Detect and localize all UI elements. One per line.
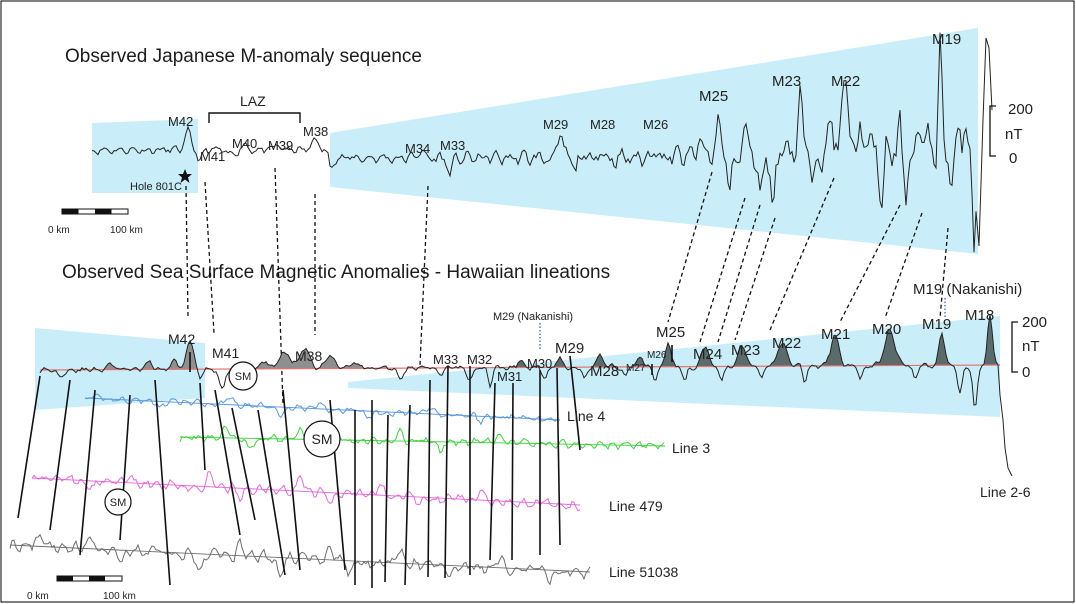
profile-line-label: Line 51038	[609, 564, 679, 580]
seamount-marker: SM	[105, 489, 131, 515]
correlation-line	[512, 383, 513, 560]
top-anomaly-label: M19	[932, 31, 961, 48]
bottom-anomaly-label: M19	[922, 316, 951, 333]
bottom-anomaly-label: M41	[212, 345, 239, 361]
bottom-anomaly-label: M24	[693, 346, 722, 363]
scale-bar-segment	[57, 576, 73, 581]
reference-label: M19 (Nakanishi)	[913, 281, 1022, 298]
amplitude-unit: nT	[1005, 126, 1023, 143]
bottom-anomaly-label: M22	[772, 335, 801, 352]
bottom-anomaly-label: M23	[731, 342, 760, 359]
amplitude-max: 200	[1022, 314, 1047, 331]
top-anomaly-label: M29	[543, 117, 568, 132]
scale-bar-segment	[62, 209, 79, 214]
bottom-anomaly-label: M32	[467, 352, 492, 367]
amplitude-unit: nT	[1022, 338, 1040, 355]
bottom-anomaly-label: M27	[626, 363, 646, 374]
scale-start-label: 0 km	[48, 225, 70, 236]
drill-site-label: Hole 801C	[130, 181, 182, 193]
top-anomaly-label: M38	[303, 124, 328, 139]
bottom-anomaly-label: M18	[965, 307, 994, 324]
bottom-anomaly-label: M20	[872, 321, 901, 338]
seamount-label: SM	[235, 371, 252, 383]
bottom-anomaly-label: M21	[821, 326, 850, 343]
seamount-label: SM	[312, 431, 333, 447]
bottom-panel-title: Observed Sea Surface Magnetic Anomalies …	[62, 262, 610, 283]
laz-label: LAZ	[240, 93, 266, 109]
scale-end-label: 100 km	[110, 225, 143, 236]
bottom-anomaly-label: M42	[168, 331, 195, 347]
bottom-anomaly-label: M26	[647, 350, 667, 361]
bottom-anomaly-label: M28	[590, 363, 619, 380]
top-anomaly-label: M39	[268, 138, 293, 153]
top-anomaly-label: M26	[643, 117, 668, 132]
top-anomaly-label: M34	[405, 141, 430, 156]
amplitude-max: 200	[1008, 101, 1033, 118]
scale-start-label: 0 km	[27, 591, 49, 602]
bottom-anomaly-label: M30	[527, 356, 552, 371]
amplitude-min: 0	[1009, 150, 1017, 167]
top-anomaly-label: M23	[772, 73, 801, 90]
top-anomaly-label: M33	[440, 138, 465, 153]
top-anomaly-label: M41	[200, 149, 225, 164]
scale-bar-segment	[95, 209, 112, 214]
bottom-anomaly-label: M29	[555, 340, 584, 357]
profile-line-label: Line 3	[672, 440, 710, 456]
top-anomaly-label: M25	[699, 88, 728, 105]
profile-line-label: Line 479	[609, 498, 663, 514]
bottom-anomaly-label: M33	[433, 352, 458, 367]
bottom-anomaly-label: M38	[295, 348, 322, 364]
seamount-marker: SM	[229, 362, 257, 390]
top-anomaly-label: M40	[232, 136, 257, 151]
top-anomaly-label: M28	[590, 117, 615, 132]
profile-line-label: Line 2-6	[980, 484, 1031, 500]
top-panel-title: Observed Japanese M-anomaly sequence	[65, 46, 422, 67]
profile-line-label: Line 4	[567, 408, 605, 424]
top-anomaly-label: M42	[168, 114, 193, 129]
bottom-anomaly-label: M31	[497, 369, 522, 384]
reference-label: M29 (Nakanishi)	[493, 311, 573, 323]
seamount-label: SM	[110, 497, 127, 509]
amplitude-min: 0	[1022, 364, 1030, 381]
scale-bar-segment	[89, 576, 105, 581]
top-anomaly-label: M22	[831, 73, 860, 90]
bottom-anomaly-label: M25	[656, 324, 685, 341]
seamount-marker: SM	[304, 421, 340, 457]
scale-end-label: 100 km	[103, 591, 136, 602]
